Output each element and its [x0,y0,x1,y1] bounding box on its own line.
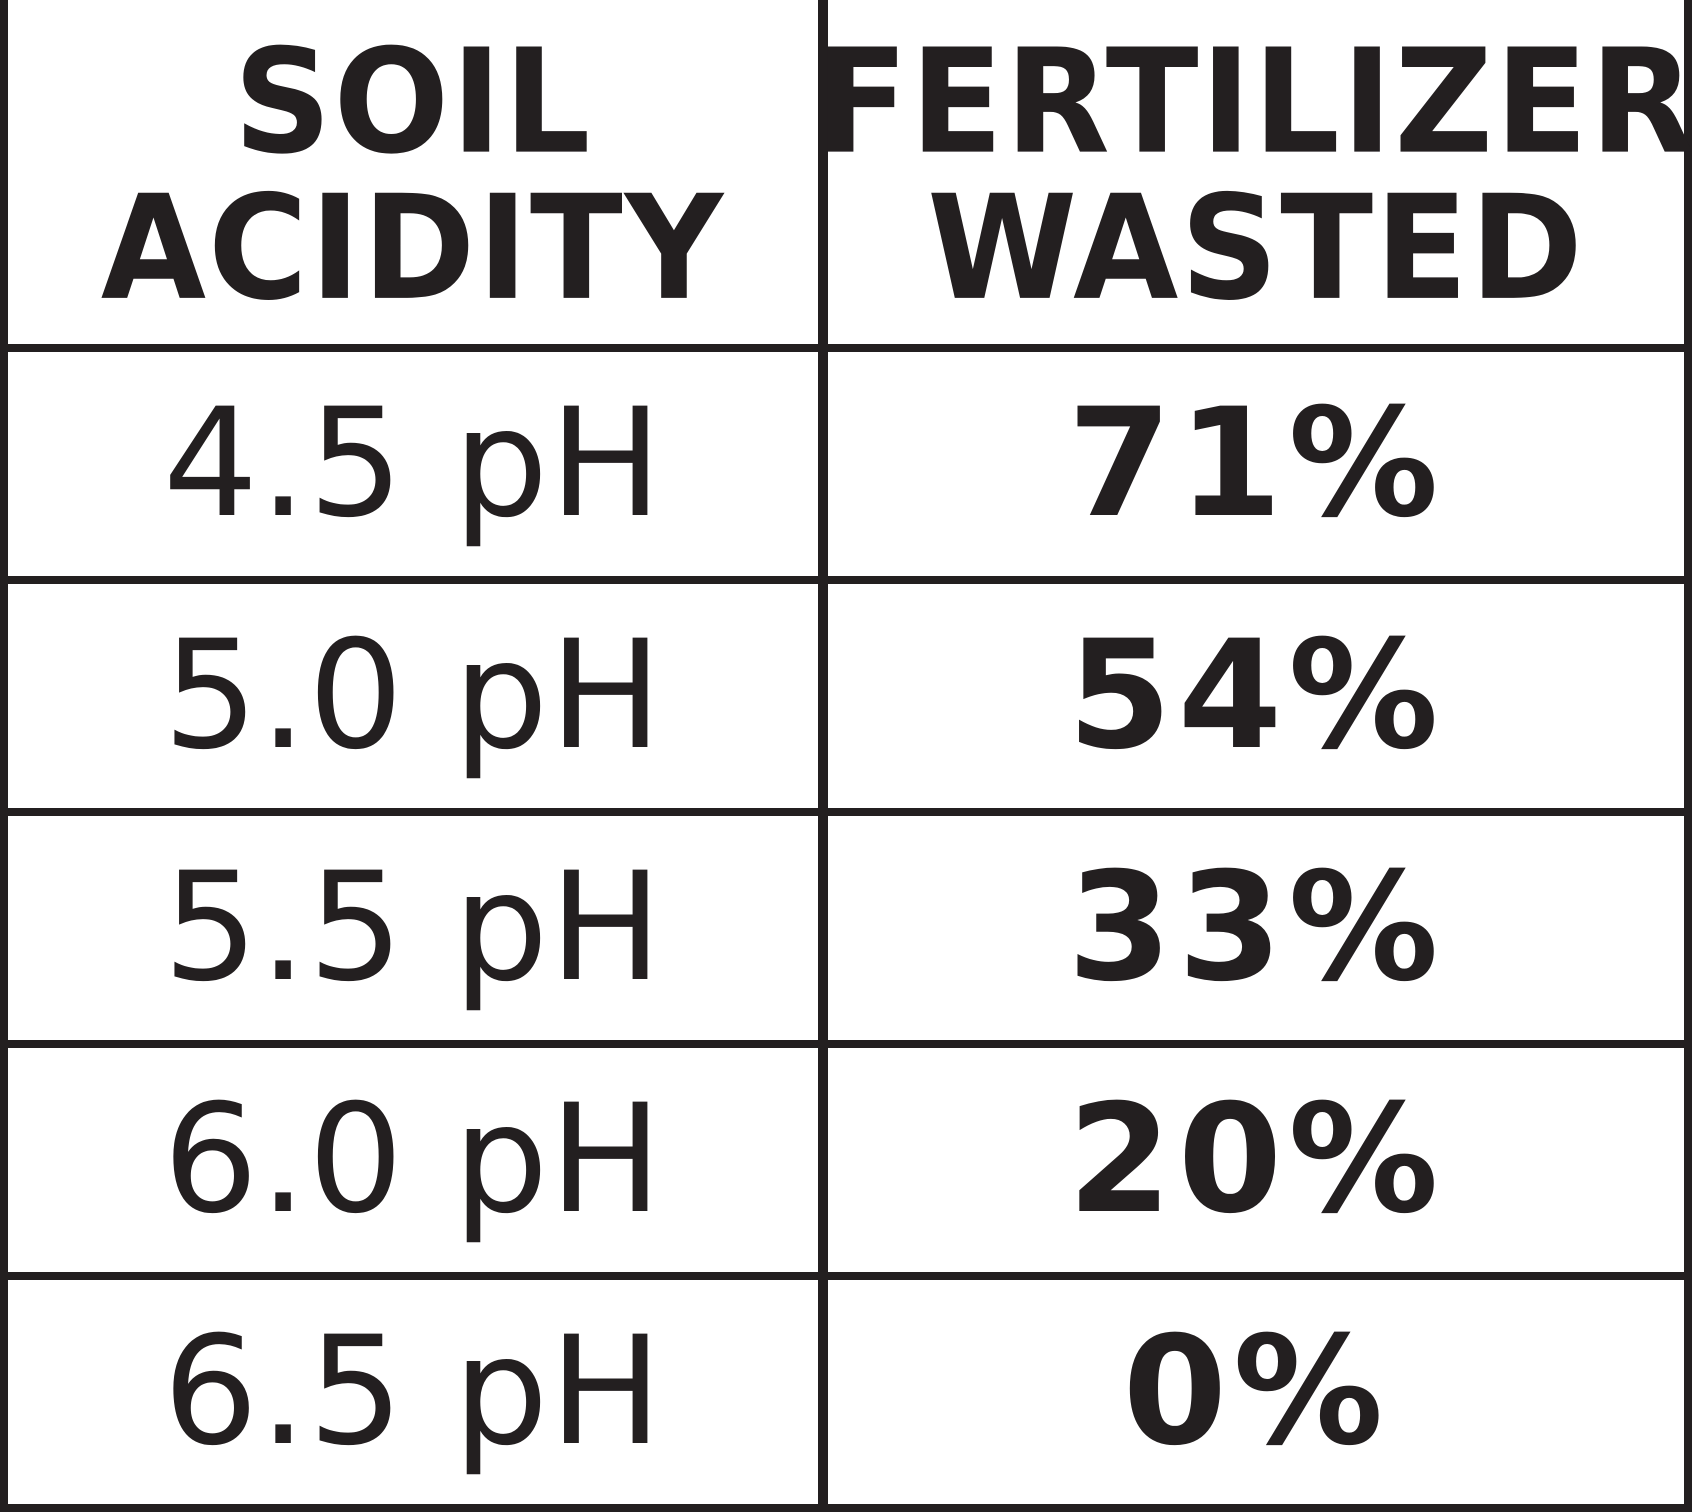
table-header-row: SOIL ACIDITY FERTILIZER WASTED [0,0,1692,363]
wasted-cell: 20% [820,1040,1692,1280]
acidity-cell: 6.5 pH [0,1272,826,1512]
header-fertilizer-wasted-line-2: WASTED [927,165,1585,333]
acidity-cell: 6.0 pH [0,1040,826,1280]
header-cell-soil-acidity: SOIL ACIDITY [0,0,826,363]
wasted-cell: 33% [820,808,1692,1048]
acidity-cell: 5.0 pH [0,576,826,816]
table-row: 5.5 pH 33% [0,808,1692,1048]
acidity-value: 4.5 pH [162,377,664,551]
acidity-cell: 5.5 pH [0,808,826,1048]
acidity-value: 5.5 pH [162,841,664,1015]
table-row: 6.5 pH 0% [0,1272,1692,1512]
wasted-value: 0% [1122,1305,1390,1479]
wasted-value: 33% [1067,841,1445,1015]
acidity-value: 5.0 pH [162,609,664,783]
acidity-value: 6.5 pH [162,1305,664,1479]
wasted-value: 20% [1067,1073,1445,1247]
header-soil-acidity-line-1: SOIL [233,19,593,187]
header-soil-acidity-line-2: ACIDITY [100,165,726,333]
table-row: 4.5 pH 71% [0,344,1692,584]
table-row: 5.0 pH 54% [0,576,1692,816]
header-cell-fertilizer-wasted: FERTILIZER WASTED [815,0,1692,363]
table-row: 6.0 pH 20% [0,1040,1692,1280]
acidity-value: 6.0 pH [162,1073,664,1247]
wasted-cell: 71% [820,344,1692,584]
wasted-value: 71% [1067,377,1445,551]
wasted-cell: 54% [820,576,1692,816]
header-fertilizer-wasted-line-1: FERTILIZER [815,19,1692,187]
wasted-cell: 0% [820,1272,1692,1512]
wasted-value: 54% [1067,609,1445,783]
acidity-cell: 4.5 pH [0,344,826,584]
